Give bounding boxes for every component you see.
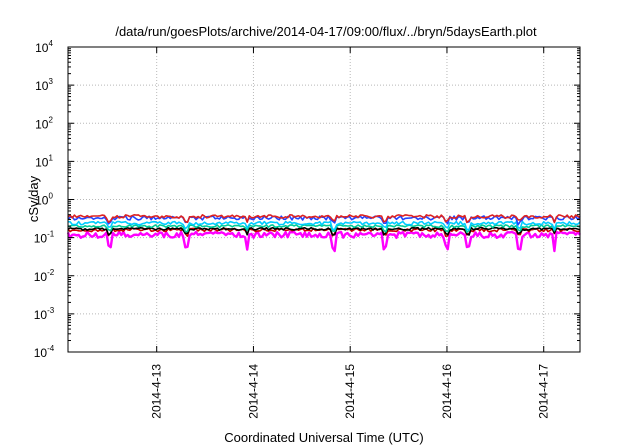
x-tick-label: 2014-4-14: [246, 364, 260, 419]
series-line: [67, 220, 581, 231]
grid: [68, 47, 580, 352]
x-axis-ticks: 2014-4-13 2014-4-14 2014-4-15 2014-4-16 2014…: [150, 47, 551, 419]
series-group: [66, 214, 581, 253]
y-tick-label: 10-4: [34, 344, 55, 360]
y-tick-label: 10-3: [34, 306, 55, 322]
series-line: [67, 214, 581, 224]
series-line: [68, 224, 581, 233]
x-tick-label: 2014-4-17: [537, 364, 551, 419]
chart-title: /data/run/goesPlots/archive/2014-04-17/0…: [115, 24, 537, 39]
x-tick-label: 2014-4-16: [440, 364, 454, 419]
y-tick-label: 10-1: [34, 230, 55, 246]
x-tick-label: 2014-4-13: [150, 364, 164, 419]
x-tick-label: 2014-4-15: [343, 364, 357, 419]
y-tick-label: 100: [35, 192, 53, 208]
y-axis-ticks: 10-4 10-3 10-2 10-1 100 101 102 103 104: [34, 39, 580, 360]
y-axis-label: cSv/day: [26, 175, 41, 222]
y-tick-label: 104: [35, 39, 53, 55]
series-line: [67, 226, 581, 236]
x-axis-label: Coordinated Universal Time (UTC): [224, 430, 423, 445]
y-tick-label: 101: [35, 153, 53, 169]
y-tick-label: 102: [35, 115, 53, 131]
y-tick-label: 103: [35, 77, 53, 93]
series-line: [66, 230, 581, 253]
y-tick-label: 10-2: [34, 268, 55, 284]
